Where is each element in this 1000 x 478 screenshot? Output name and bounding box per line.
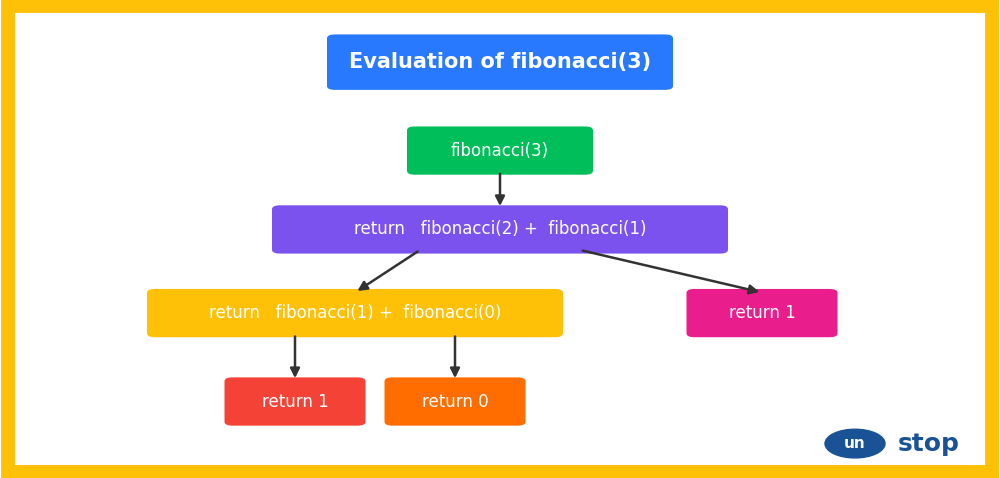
Text: un: un	[844, 436, 866, 451]
FancyBboxPatch shape	[272, 206, 728, 253]
FancyBboxPatch shape	[407, 127, 593, 174]
Text: fibonacci(3): fibonacci(3)	[451, 141, 549, 160]
FancyBboxPatch shape	[147, 289, 563, 337]
FancyBboxPatch shape	[686, 289, 838, 337]
Text: return   fibonacci(2) +  fibonacci(1): return fibonacci(2) + fibonacci(1)	[354, 220, 646, 239]
Text: return   fibonacci(1) +  fibonacci(0): return fibonacci(1) + fibonacci(0)	[209, 304, 501, 322]
Text: return 1: return 1	[729, 304, 795, 322]
FancyBboxPatch shape	[384, 378, 526, 426]
Text: Evaluation of fibonacci(3): Evaluation of fibonacci(3)	[349, 52, 651, 72]
Circle shape	[825, 429, 885, 458]
FancyBboxPatch shape	[327, 34, 673, 90]
Text: stop: stop	[898, 432, 960, 456]
Text: return 1: return 1	[262, 392, 328, 411]
Text: return 0: return 0	[422, 392, 488, 411]
FancyBboxPatch shape	[224, 378, 366, 426]
